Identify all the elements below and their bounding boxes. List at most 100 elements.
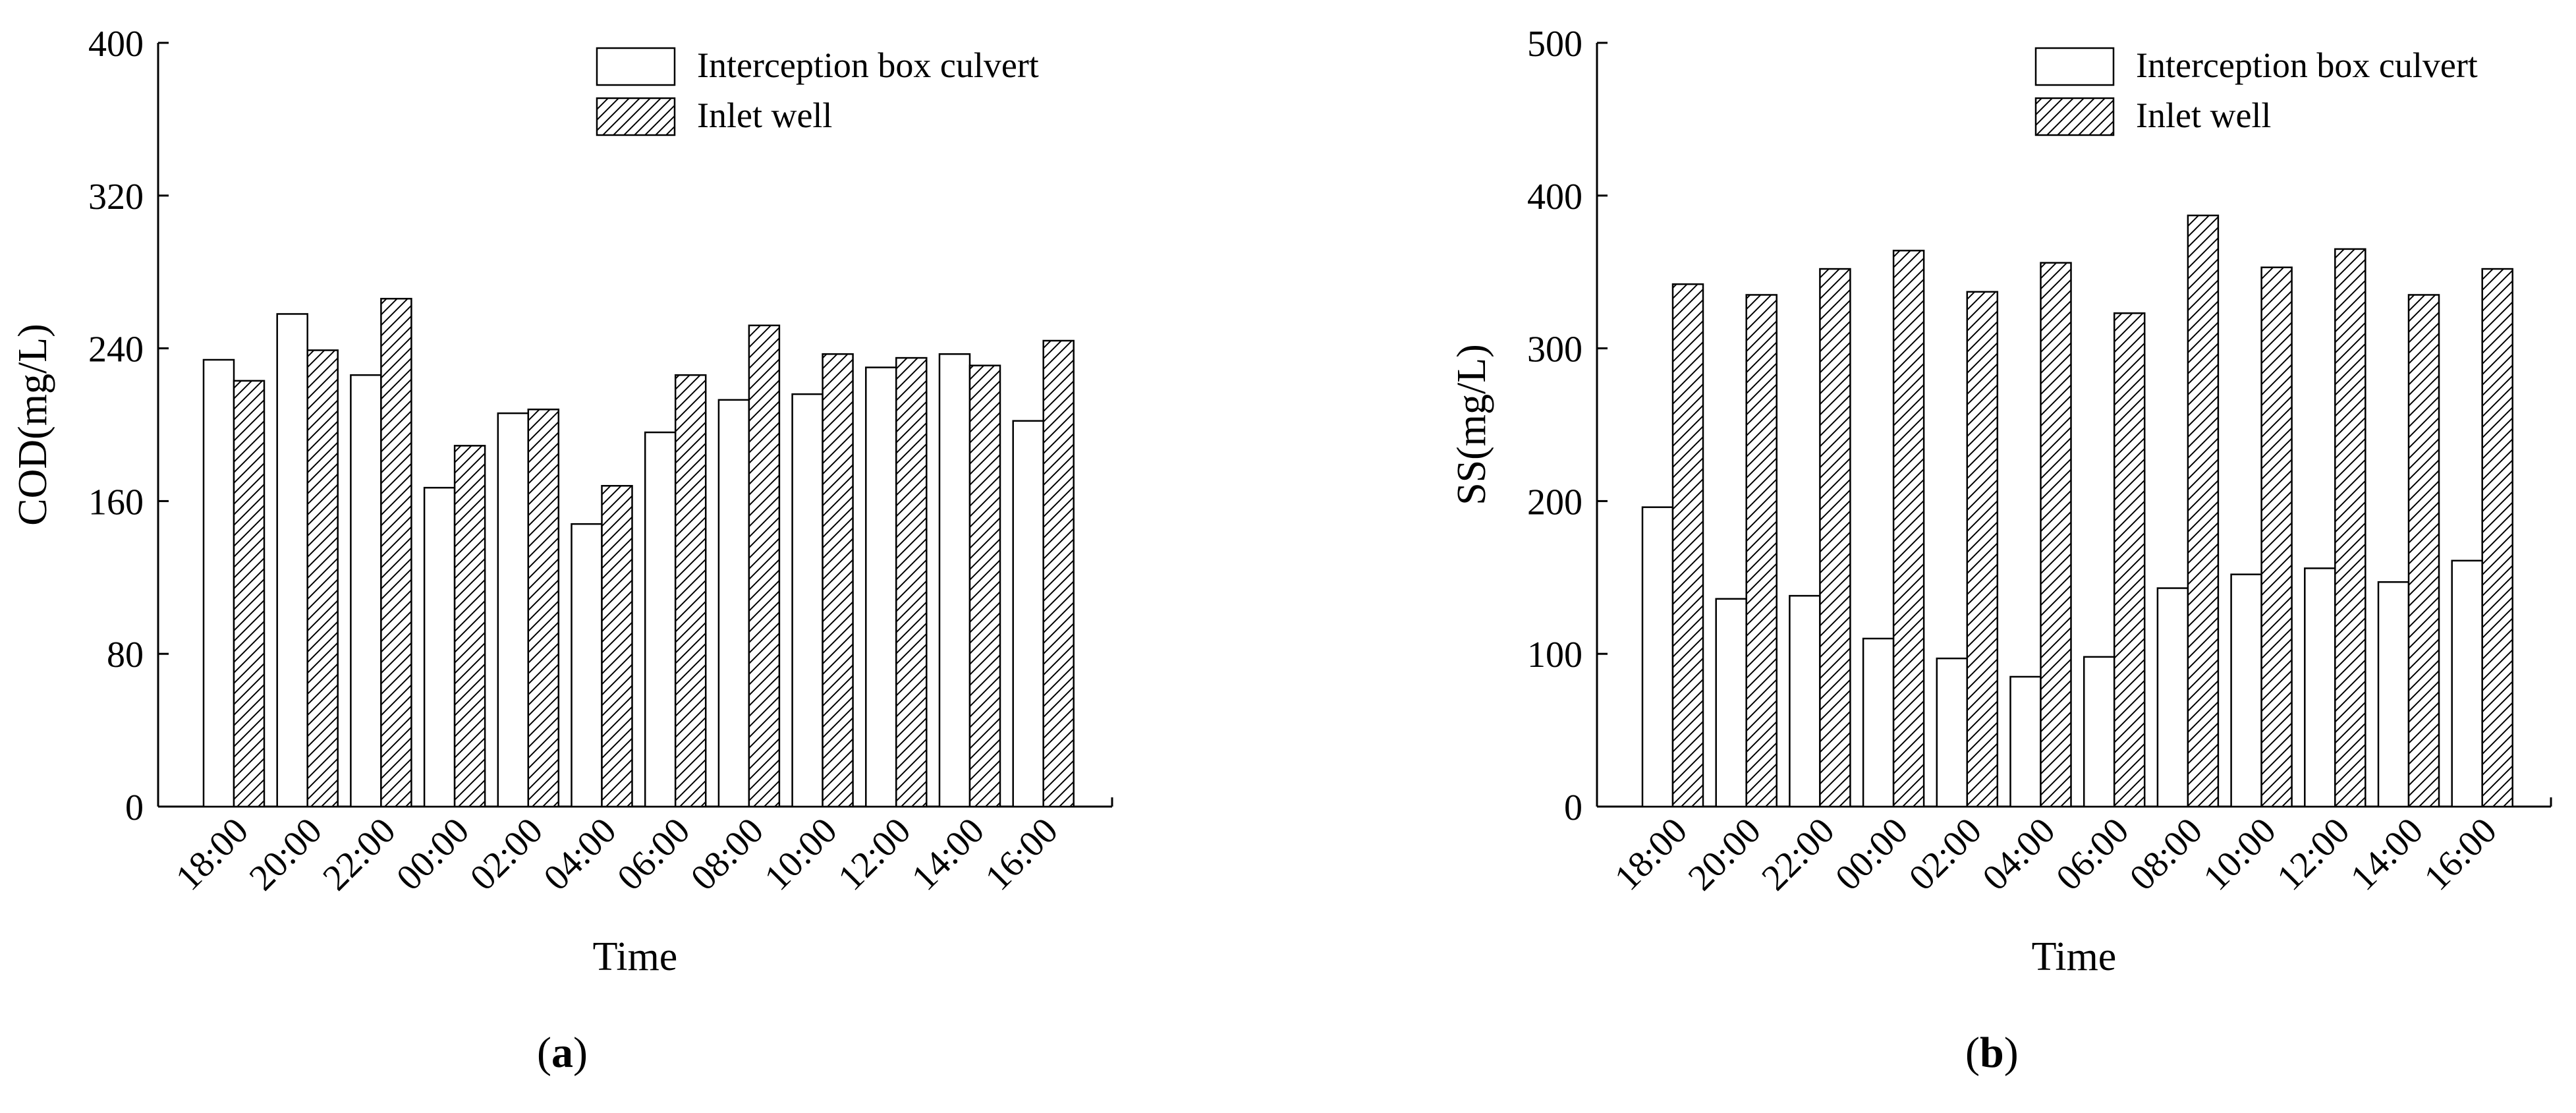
- x-tick-label: 08:00: [2122, 810, 2210, 898]
- panel-label-b: (b): [1965, 1029, 2019, 1077]
- bar-interception-box-culvert-2000: [1715, 598, 1747, 808]
- bar-interception-box-culvert-1800: [1641, 506, 1674, 808]
- x-tick-label: 12:00: [2269, 810, 2357, 898]
- bar-interception-box-culvert-0400: [2009, 675, 2042, 808]
- bar-interception-box-culvert-0800: [717, 399, 750, 808]
- x-tick-label: 02:00: [1901, 810, 1990, 898]
- y-tick-label: 400: [88, 24, 144, 65]
- x-tick-label: 12:00: [830, 810, 918, 898]
- bar-interception-box-culvert-0800: [2156, 587, 2189, 808]
- bar-interception-box-culvert-0000: [1862, 637, 1895, 808]
- x-tick-label: 16:00: [2417, 810, 2505, 898]
- y-tick-label: 160: [88, 482, 144, 523]
- chart-a: 0 80 160 240 320 400 18:0020:0022:0000:0002:00…: [11, 24, 1113, 979]
- bar-inlet-well-1000: [2260, 266, 2293, 808]
- y-tick-label: 0: [125, 787, 144, 828]
- bar-inlet-well-0000: [453, 445, 486, 808]
- legend-swatch-interception-box-culvert: [2034, 47, 2115, 86]
- bar-inlet-well-0200: [527, 409, 560, 808]
- x-tick-label: 04:00: [1975, 810, 2063, 898]
- y-axis-title: SS(mg/L): [1449, 344, 1494, 505]
- x-tick-label: 04:00: [536, 810, 625, 898]
- bar-inlet-well-0800: [2187, 214, 2220, 808]
- bar-interception-box-culvert-1400: [2377, 581, 2410, 808]
- bar-interception-box-culvert-1600: [1012, 420, 1044, 808]
- bar-interception-box-culvert-1200: [865, 366, 897, 808]
- y-tick-label: 320: [88, 177, 144, 217]
- y-tick-label: 0: [1564, 787, 1582, 828]
- x-tick-label: 08:00: [683, 810, 771, 898]
- bar-interception-box-culvert-2200: [350, 374, 382, 808]
- x-tick-label: 16:00: [978, 810, 1066, 898]
- bar-interception-box-culvert-1800: [202, 358, 235, 808]
- legend-label: Interception box culvert: [2136, 45, 2478, 85]
- bar-inlet-well-2000: [1745, 294, 1778, 808]
- bar-interception-box-culvert-0200: [1936, 657, 1969, 808]
- y-tick-label: 200: [1527, 482, 1582, 523]
- bar-inlet-well-1600: [1042, 339, 1075, 808]
- x-tick-label: 02:00: [462, 810, 551, 898]
- bar-inlet-well-2000: [306, 349, 339, 808]
- bar-inlet-well-0600: [674, 374, 707, 808]
- y-tick-label: 500: [1527, 24, 1582, 65]
- legend-label: Inlet well: [2136, 96, 2271, 135]
- y-tick-label: 100: [1527, 635, 1582, 675]
- bar-inlet-well-1600: [2481, 268, 2513, 808]
- bar-inlet-well-1800: [233, 380, 266, 808]
- x-tick-label: 14:00: [904, 810, 992, 898]
- bar-inlet-well-0000: [1892, 249, 1925, 808]
- bar-interception-box-culvert-1000: [791, 393, 824, 808]
- x-tick-label: 18:00: [168, 810, 256, 898]
- bar-interception-box-culvert-0200: [497, 412, 530, 808]
- bar-inlet-well-0400: [2040, 262, 2072, 808]
- legend-swatch-inlet-well: [596, 97, 676, 136]
- bar-inlet-well-0400: [601, 484, 633, 808]
- y-tick-label: 300: [1527, 329, 1582, 370]
- bar-interception-box-culvert-2200: [1789, 594, 1821, 808]
- bar-inlet-well-2200: [380, 298, 412, 808]
- bar-inlet-well-1200: [2334, 248, 2366, 808]
- bar-inlet-well-1000: [822, 353, 854, 808]
- panel-label-a: (a): [537, 1029, 588, 1077]
- legend-label: Inlet well: [697, 96, 832, 135]
- legend-swatch-interception-box-culvert: [596, 47, 676, 86]
- x-tick-label: 20:00: [1681, 810, 1769, 898]
- legend-swatch-inlet-well: [2034, 97, 2115, 136]
- legend-label: Interception box culvert: [697, 45, 1039, 85]
- bar-interception-box-culvert-1000: [2230, 573, 2262, 808]
- bar-interception-box-culvert-2000: [276, 313, 308, 808]
- bar-inlet-well-2200: [1819, 268, 1851, 808]
- x-tick-label: 22:00: [315, 810, 403, 898]
- bar-inlet-well-0800: [748, 324, 781, 808]
- bar-inlet-well-1400: [968, 364, 1001, 808]
- bar-interception-box-culvert-1200: [2304, 567, 2336, 808]
- x-tick-label: 22:00: [1754, 810, 1842, 898]
- bar-inlet-well-0600: [2113, 312, 2146, 808]
- bar-interception-box-culvert-0600: [2083, 656, 2115, 808]
- bar-interception-box-culvert-0600: [644, 431, 677, 808]
- y-tick-label: 240: [88, 329, 144, 370]
- x-tick-label: 00:00: [1828, 810, 1916, 898]
- bar-interception-box-culvert-0000: [423, 486, 456, 808]
- x-tick-label: 10:00: [2196, 810, 2284, 898]
- chart-b: 0 100 200 300 400 500 18:0020:0022:0000:0002:0…: [1449, 24, 2552, 979]
- bar-interception-box-culvert-1600: [2451, 559, 2483, 808]
- bar-inlet-well-1800: [1671, 283, 1704, 808]
- x-tick-label: 10:00: [757, 810, 845, 898]
- bar-inlet-well-1200: [895, 357, 928, 808]
- x-tick-label: 18:00: [1607, 810, 1695, 898]
- bar-inlet-well-1400: [2407, 294, 2440, 808]
- bar-interception-box-culvert-1400: [938, 353, 971, 808]
- y-tick-label: 80: [107, 635, 144, 675]
- x-tick-label: 00:00: [389, 810, 477, 898]
- x-tick-label: 20:00: [242, 810, 330, 898]
- y-axis-title: COD(mg/L): [11, 324, 55, 526]
- x-tick-label: 06:00: [609, 810, 698, 898]
- bar-interception-box-culvert-0400: [571, 523, 603, 808]
- x-axis-title: Time: [2032, 934, 2117, 979]
- y-tick-label: 400: [1527, 177, 1582, 217]
- x-tick-label: 14:00: [2343, 810, 2431, 898]
- x-tick-label: 06:00: [2048, 810, 2137, 898]
- x-axis-title: Time: [593, 934, 678, 979]
